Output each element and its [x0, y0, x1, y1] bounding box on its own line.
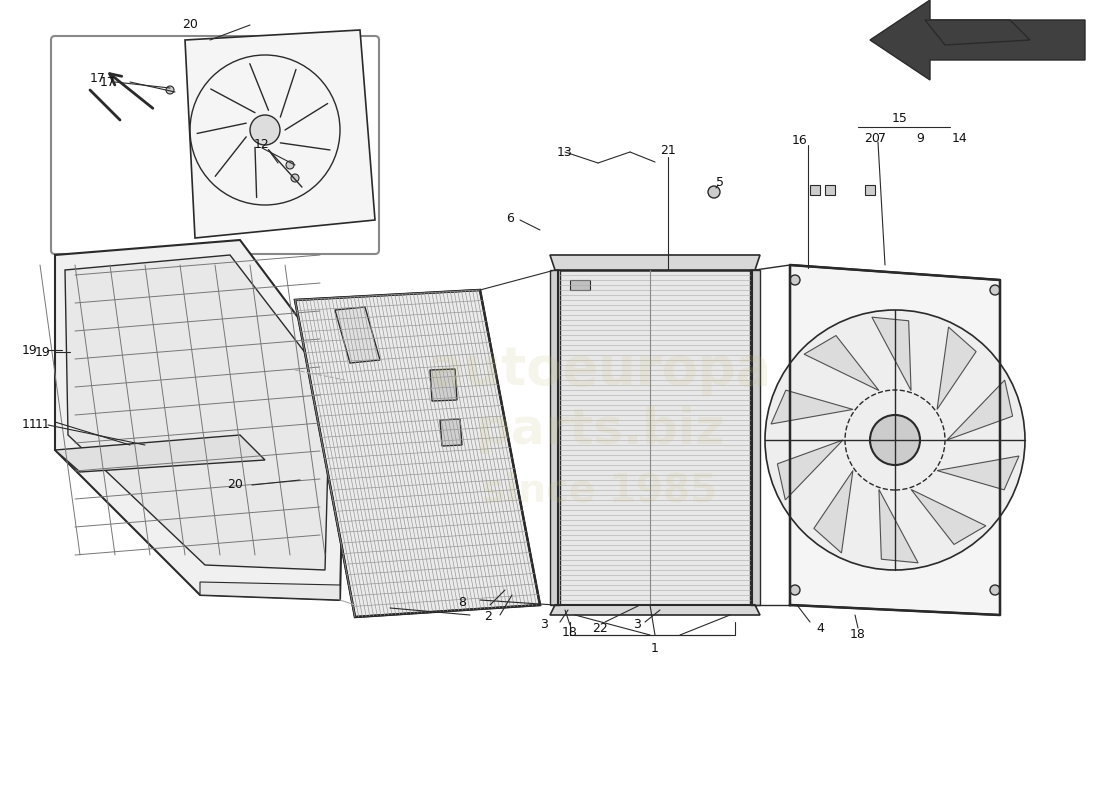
Text: 7: 7	[878, 131, 886, 145]
Text: 15: 15	[892, 111, 907, 125]
Text: 11: 11	[35, 418, 51, 431]
Text: 5: 5	[716, 175, 724, 189]
Text: 20: 20	[227, 478, 243, 491]
Text: 6: 6	[506, 211, 514, 225]
Polygon shape	[778, 440, 843, 500]
Text: 3: 3	[540, 618, 548, 631]
Text: 8: 8	[458, 595, 466, 609]
Text: autoeuropa: autoeuropa	[428, 344, 771, 396]
Polygon shape	[771, 390, 852, 424]
Text: 18: 18	[562, 626, 578, 638]
Polygon shape	[790, 265, 1000, 615]
Bar	[810, 185, 820, 195]
Polygon shape	[430, 369, 456, 401]
Polygon shape	[440, 419, 462, 446]
Text: 4: 4	[816, 622, 824, 634]
Circle shape	[990, 285, 1000, 295]
Circle shape	[250, 115, 280, 145]
Circle shape	[286, 161, 294, 169]
Circle shape	[292, 174, 299, 182]
Circle shape	[790, 585, 800, 595]
Circle shape	[166, 86, 174, 94]
Circle shape	[870, 415, 920, 465]
Text: 17: 17	[100, 75, 116, 89]
Text: 11: 11	[22, 418, 37, 431]
Circle shape	[708, 186, 720, 198]
Polygon shape	[55, 435, 265, 472]
Polygon shape	[185, 30, 375, 238]
Circle shape	[764, 310, 1025, 570]
Polygon shape	[556, 270, 755, 605]
Text: 20: 20	[183, 18, 198, 31]
Polygon shape	[570, 280, 590, 290]
Text: 17: 17	[90, 71, 106, 85]
Bar	[825, 185, 835, 195]
Polygon shape	[937, 456, 1019, 490]
Circle shape	[790, 275, 800, 285]
Polygon shape	[550, 255, 760, 270]
Text: 9: 9	[916, 131, 924, 145]
Text: parts.biz: parts.biz	[475, 406, 725, 454]
Polygon shape	[911, 490, 986, 545]
Text: 22: 22	[592, 622, 608, 634]
Polygon shape	[336, 307, 380, 363]
Polygon shape	[937, 327, 976, 410]
Polygon shape	[804, 335, 879, 390]
Text: 21: 21	[660, 143, 675, 157]
Polygon shape	[925, 20, 1030, 45]
Polygon shape	[65, 255, 330, 570]
Polygon shape	[55, 240, 345, 600]
Polygon shape	[870, 0, 1085, 80]
Text: 1: 1	[651, 642, 659, 654]
Text: 20: 20	[865, 131, 880, 145]
Polygon shape	[550, 605, 760, 615]
Polygon shape	[947, 380, 1013, 440]
Bar	[865, 185, 874, 195]
Text: 3: 3	[634, 618, 641, 631]
Polygon shape	[879, 490, 918, 563]
Text: 16: 16	[792, 134, 807, 146]
Polygon shape	[872, 317, 911, 390]
Text: 19: 19	[35, 346, 51, 358]
Text: 13: 13	[557, 146, 573, 158]
Polygon shape	[814, 470, 852, 553]
Text: 19: 19	[22, 343, 37, 357]
Polygon shape	[295, 290, 540, 617]
Polygon shape	[550, 270, 560, 605]
Circle shape	[990, 585, 1000, 595]
Text: 18: 18	[850, 629, 866, 642]
Text: since 1985: since 1985	[483, 471, 717, 509]
Text: 14: 14	[953, 131, 968, 145]
FancyBboxPatch shape	[51, 36, 380, 254]
Polygon shape	[750, 270, 760, 605]
Text: 2: 2	[484, 610, 492, 623]
Text: 12: 12	[254, 138, 270, 151]
Polygon shape	[200, 582, 340, 600]
